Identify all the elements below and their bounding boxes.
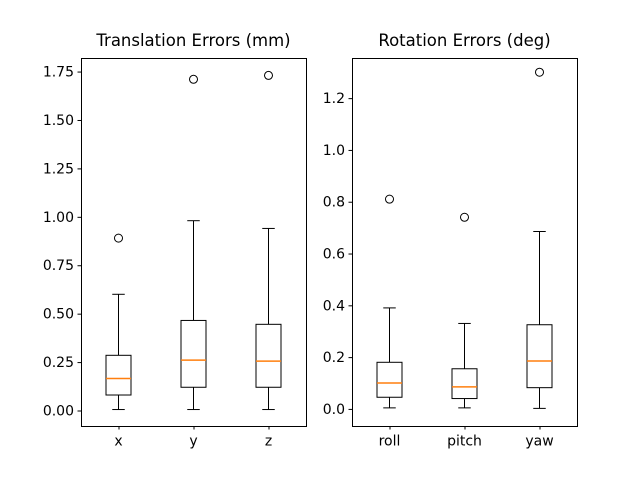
x-tick-label: pitch (447, 434, 482, 450)
y-tick-label: 0.75 (43, 258, 74, 274)
x-tick-label: yaw (525, 434, 553, 450)
y-tick-label: 1.00 (43, 210, 74, 226)
outlier-point (189, 74, 198, 84)
box (105, 354, 132, 396)
x-tick-label: z (265, 434, 272, 450)
y-tick-label: 1.2 (323, 91, 345, 107)
y-tick-label: 1.75 (43, 65, 74, 81)
y-tick-label: 0.4 (323, 298, 345, 314)
y-tick-label: 0.8 (323, 195, 345, 211)
outlier-point (535, 67, 544, 77)
outlier-point (460, 212, 469, 222)
x-tick-label: x (114, 434, 122, 450)
y-tick-label: 0.2 (323, 350, 345, 366)
y-tick-label: 0.00 (43, 404, 74, 420)
y-tick-label: 0.25 (43, 355, 74, 371)
box (376, 361, 403, 398)
outlier-point (385, 194, 394, 204)
y-tick-label: 0.50 (43, 307, 74, 323)
box (255, 323, 282, 388)
box (180, 319, 207, 388)
box (451, 368, 478, 400)
y-tick-label: 1.0 (323, 143, 345, 159)
x-tick-label: y (189, 434, 197, 450)
x-tick-label: roll (379, 434, 401, 450)
box (526, 324, 553, 389)
y-tick-label: 1.25 (43, 161, 74, 177)
outlier-point (264, 70, 273, 80)
y-tick-label: 1.50 (43, 113, 74, 129)
y-tick-label: 0.0 (323, 402, 345, 418)
outlier-point (114, 233, 123, 243)
y-tick-label: 0.6 (323, 247, 345, 263)
translation-plot-title: Translation Errors (mm) (96, 31, 291, 50)
rotation-plot-title: Rotation Errors (deg) (378, 31, 551, 50)
